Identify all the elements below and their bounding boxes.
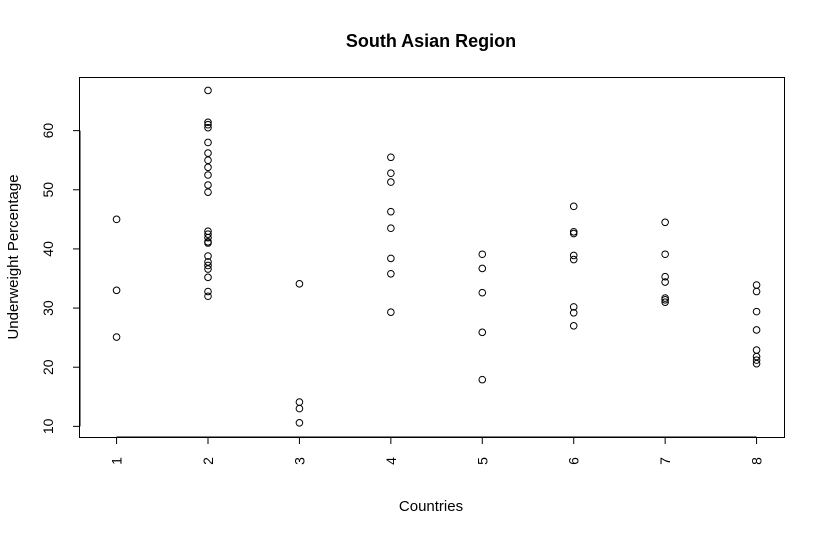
- y-tick-label: 60: [40, 123, 56, 139]
- data-point: [387, 308, 395, 317]
- data-point: [204, 138, 212, 147]
- data-point: [661, 278, 669, 286]
- data-point: [295, 280, 304, 288]
- data-point: [295, 404, 304, 413]
- data-point: [204, 265, 212, 273]
- data-point: [661, 298, 669, 306]
- data-point: [112, 215, 121, 224]
- data-point: [204, 233, 212, 242]
- data-point: [387, 178, 395, 186]
- y-tick-label: 40: [40, 241, 56, 257]
- data-point: [204, 287, 212, 296]
- data-point: [661, 295, 669, 304]
- data-point: [569, 308, 578, 317]
- data-point: [112, 286, 121, 295]
- data-point: [569, 303, 578, 311]
- data-point: [569, 251, 578, 260]
- y-axis: 10 20 30 40 50 60: [40, 123, 81, 434]
- data-point: [387, 207, 395, 216]
- x-axis-label: Countries: [399, 498, 463, 515]
- data-point: [569, 322, 578, 330]
- data-point: [204, 118, 212, 127]
- data-point: [661, 218, 669, 227]
- x-tick-label: 4: [383, 457, 399, 465]
- data-point: [569, 229, 578, 238]
- data-point: [204, 252, 212, 260]
- data-point: [478, 288, 487, 297]
- x-tick-label: 2: [200, 457, 216, 465]
- x-tick-label: 5: [474, 457, 490, 465]
- data-point: [204, 163, 212, 172]
- data-point: [204, 273, 212, 282]
- data-point: [752, 307, 761, 316]
- x-tick-label: 7: [657, 457, 673, 465]
- data-point: [112, 333, 121, 341]
- data-point: [204, 239, 212, 247]
- x-axis: 1 2 3 4 5 6 7 8: [109, 436, 765, 465]
- data-point: [204, 156, 212, 165]
- data-point: [752, 346, 761, 354]
- plot-frame: [79, 77, 785, 438]
- y-tick-label: 10: [40, 418, 56, 434]
- x-tick-label: 8: [749, 457, 765, 465]
- data-point: [204, 261, 212, 270]
- data-point: [569, 255, 578, 264]
- x-tick-label: 3: [291, 457, 307, 465]
- data-point: [387, 254, 395, 263]
- data-point: [387, 169, 395, 178]
- x-tick-label: 6: [566, 457, 582, 465]
- data-point: [387, 153, 395, 162]
- data-point: [387, 269, 395, 278]
- data-point: [478, 264, 487, 273]
- data-point: [752, 287, 761, 296]
- x-tick-label: 1: [109, 457, 125, 465]
- y-tick-label: 30: [40, 300, 56, 316]
- data-point: [204, 230, 212, 238]
- data-point: [204, 188, 212, 196]
- data-point: [569, 202, 578, 211]
- y-tick-label: 50: [40, 182, 56, 198]
- data-point: [204, 123, 212, 132]
- data-points: [112, 86, 761, 427]
- data-point: [661, 250, 669, 259]
- data-point: [204, 86, 212, 95]
- y-axis-label: Underweight Percentage: [5, 174, 22, 339]
- data-point: [478, 328, 487, 337]
- data-point: [752, 356, 761, 364]
- data-point: [478, 250, 487, 259]
- data-point: [478, 375, 487, 384]
- data-point: [204, 292, 212, 301]
- data-point: [295, 419, 304, 427]
- data-point: [204, 120, 212, 129]
- data-point: [204, 171, 212, 179]
- data-point: [661, 272, 669, 281]
- data-point: [752, 359, 761, 368]
- data-point: [204, 181, 212, 189]
- data-point: [752, 281, 761, 289]
- data-point: [752, 326, 761, 334]
- data-point: [387, 224, 395, 233]
- chart-title: South Asian Region: [346, 31, 516, 51]
- y-tick-label: 20: [40, 359, 56, 375]
- data-point: [295, 398, 304, 406]
- data-point: [204, 149, 212, 157]
